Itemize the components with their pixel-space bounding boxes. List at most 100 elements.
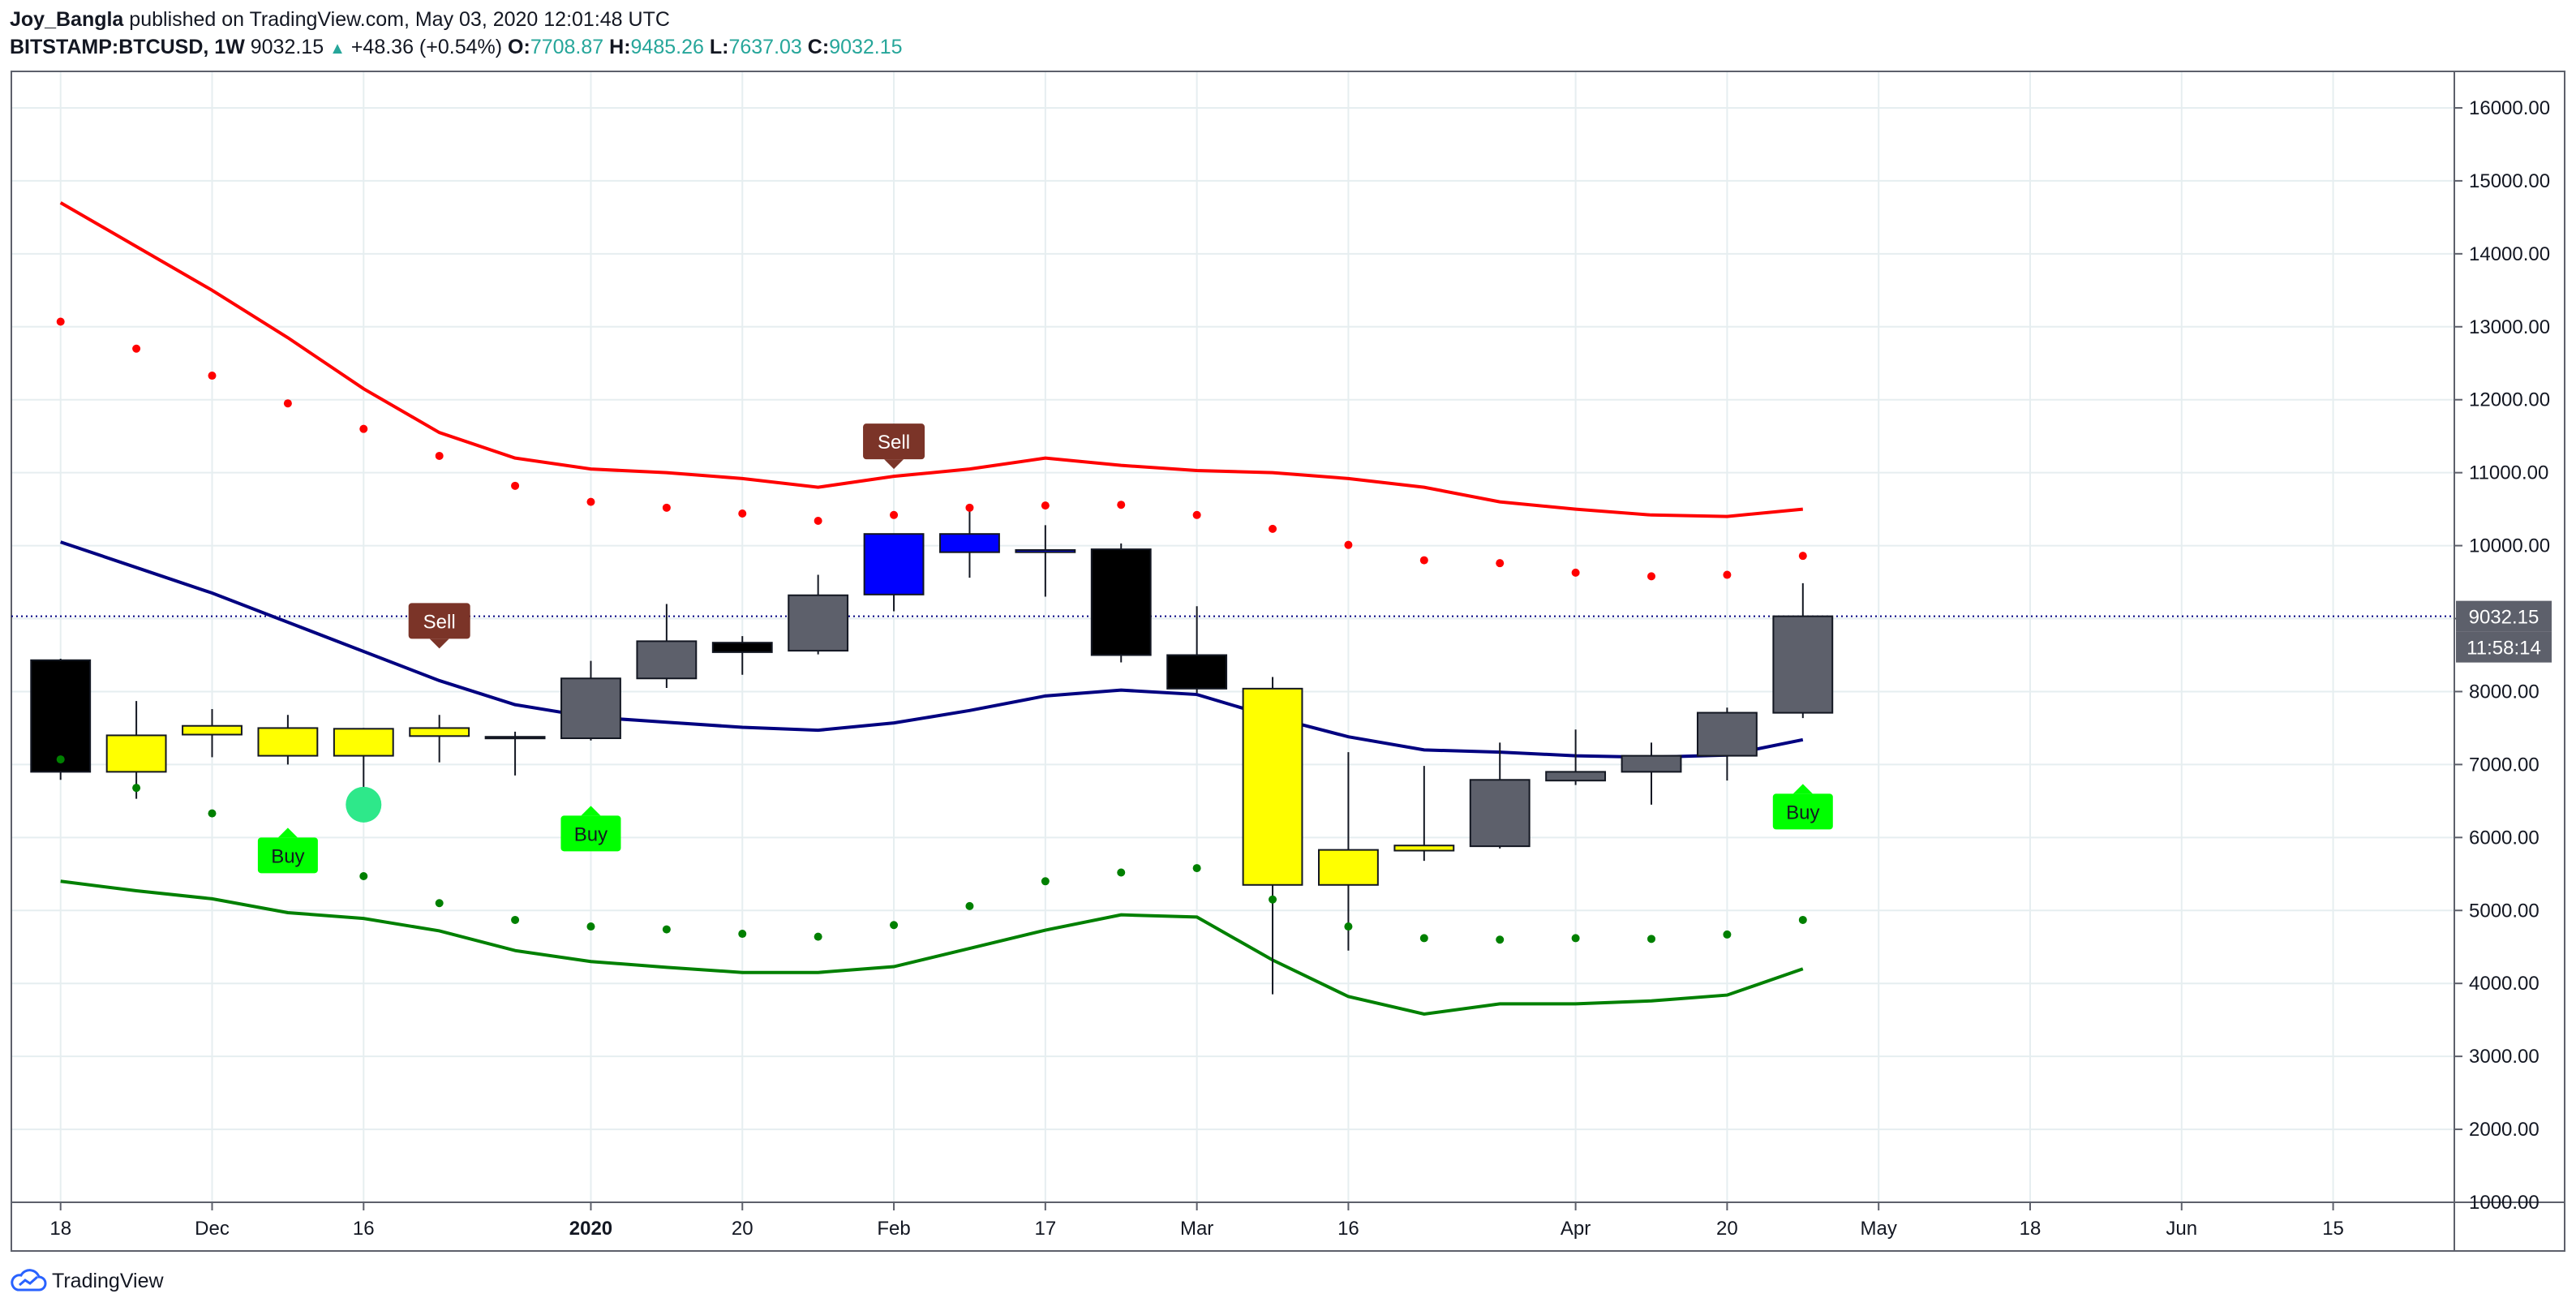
candle-body [863, 533, 925, 595]
y-tick-label: 16000.00 [2469, 97, 2550, 119]
candle-body [1621, 754, 1682, 773]
x-tick-label: Apr [1561, 1218, 1591, 1240]
sar-dot [56, 755, 65, 764]
x-tick-label: 16 [353, 1218, 375, 1240]
y-tick-label: 10000.00 [2469, 535, 2550, 557]
sar-dot [1041, 877, 1050, 886]
x-tick-label: Dec [195, 1218, 230, 1240]
y-tick-label: 12000.00 [2469, 389, 2550, 411]
x-tick-label: 17 [1034, 1218, 1056, 1240]
price-change: +48.36 (+0.54%) [350, 36, 503, 58]
candle-body [333, 728, 394, 757]
buy-label-text: Buy [574, 823, 608, 845]
sar-dot [1344, 540, 1353, 549]
series-line-3 [60, 879, 1804, 1016]
candle-body [409, 727, 470, 737]
sar-dot [435, 451, 444, 460]
sar-dot [208, 809, 217, 818]
y-tick-label: 1000.00 [2469, 1192, 2540, 1214]
candle-body [1166, 654, 1228, 690]
candle-body [1772, 615, 1834, 714]
low-label: L: [709, 36, 729, 58]
sar-dot [814, 932, 822, 941]
sar-dot [208, 372, 217, 380]
sar-dot [1496, 935, 1505, 944]
sar-dot [132, 344, 141, 353]
series-line-1 [59, 201, 1803, 518]
x-tick-label: 18 [49, 1218, 71, 1240]
buy-label-box [560, 815, 621, 852]
sar-dot [1117, 501, 1126, 509]
countdown-tag [2456, 631, 2552, 663]
sar-dot [1419, 934, 1428, 943]
author-name[interactable]: Joy_Bangla [10, 8, 124, 31]
sell-label-box [863, 423, 925, 460]
sar-dot [662, 925, 671, 934]
sar-dot [1344, 922, 1353, 931]
candle-body [1393, 845, 1455, 852]
x-tick-label: 2020 [569, 1218, 612, 1240]
candle-body [105, 734, 167, 773]
close-label: C: [807, 36, 830, 58]
y-tick-label: 14000.00 [2469, 243, 2550, 265]
symbol-label: BITSTAMP:BTCUSD, 1W [10, 36, 245, 58]
y-tick-label: 7000.00 [2469, 754, 2540, 776]
candle-body [257, 727, 319, 757]
sar-dot [890, 510, 899, 519]
buy-signal-label: Buy [1772, 784, 1833, 830]
countdown-tag-text: 11:58:14 [2467, 638, 2541, 660]
sar-dot [56, 317, 65, 326]
chart-frame [11, 71, 2565, 1252]
buy-label-box [257, 837, 318, 874]
open-label: O: [508, 36, 530, 58]
series-line-2 [60, 540, 1804, 759]
sar-dot [738, 509, 747, 518]
last-price-tag-text: 9032.15 [2469, 607, 2540, 629]
y-tick-label: 6000.00 [2469, 827, 2540, 849]
candle-body [560, 677, 621, 740]
sar-dot [965, 901, 974, 910]
candle-body [484, 736, 546, 740]
buy-label-box [1772, 793, 1833, 830]
sar-dot [359, 871, 368, 880]
sell-arrow-icon [429, 638, 449, 649]
sar-dot [890, 921, 899, 930]
signal-circle-marker [346, 786, 382, 823]
sar-dot [1723, 930, 1732, 939]
sar-dot [1647, 935, 1656, 943]
x-tick-label: 18 [2020, 1218, 2041, 1240]
last-price: 9032.15 [250, 36, 324, 58]
sar-dot [1117, 868, 1126, 877]
sar-dot [1419, 556, 1428, 565]
sar-dot [511, 915, 520, 924]
buy-arrow-icon [1792, 784, 1813, 794]
y-tick-label: 13000.00 [2469, 316, 2550, 338]
candle-body [1469, 779, 1531, 848]
candle-body [1015, 548, 1076, 553]
sar-dot [435, 899, 444, 908]
x-tick-label: May [1861, 1218, 1897, 1240]
x-tick-label: Jun [2166, 1218, 2197, 1240]
candle-body [1242, 687, 1303, 886]
sell-arrow-icon [884, 459, 904, 470]
y-tick-label: 2000.00 [2469, 1119, 2540, 1141]
sell-label-box [408, 603, 470, 639]
buy-signal-label: Buy [257, 827, 318, 874]
last-price-tag [2456, 600, 2552, 632]
sar-dot [132, 784, 141, 793]
candle-body [182, 724, 243, 736]
candle-body [939, 533, 1000, 553]
candle-body [1545, 771, 1607, 782]
sar-dot [1571, 568, 1580, 577]
candle-body [636, 640, 698, 680]
up-arrow-icon: ▲ [329, 40, 346, 58]
sar-dot [738, 930, 747, 939]
candle-body [788, 594, 849, 652]
symbol-info: BITSTAMP:BTCUSD, 1W 9032.15 ▲ +48.36 (+0… [10, 31, 903, 65]
candle-body [1318, 849, 1379, 886]
x-tick-label: 16 [1337, 1218, 1359, 1240]
candle-body [711, 642, 773, 653]
tradingview-logo[interactable]: TradingView [10, 1267, 164, 1295]
y-tick-label: 4000.00 [2469, 973, 2540, 995]
